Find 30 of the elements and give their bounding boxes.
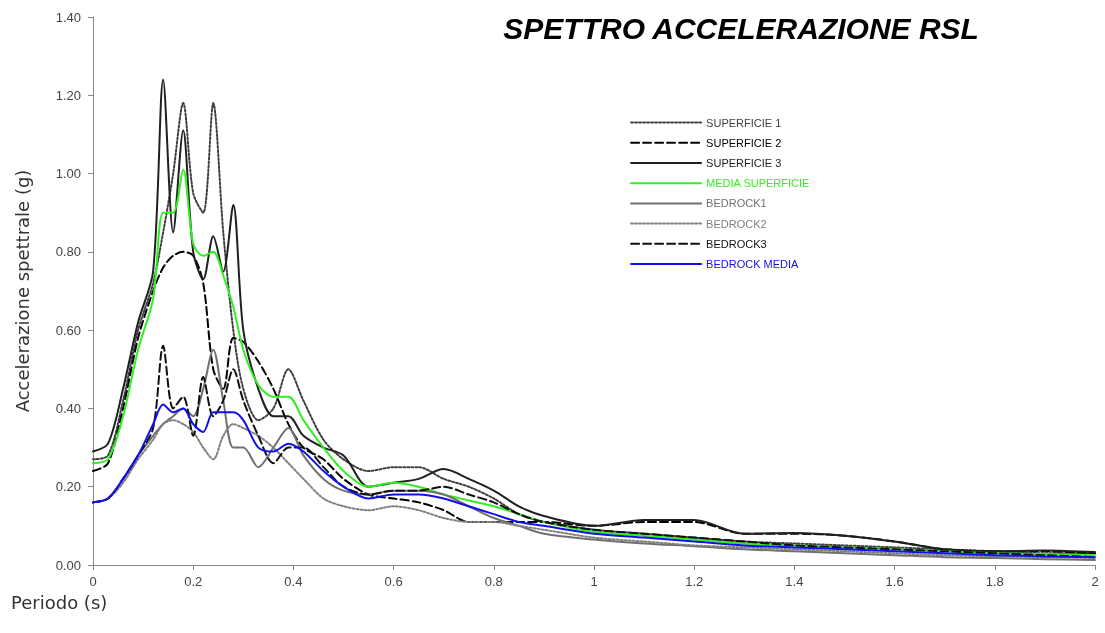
y-tick-label: 1.40: [55, 9, 81, 25]
x-tick-label: 0.6: [384, 574, 403, 589]
x-tick-label: 0.4: [284, 574, 303, 589]
x-tick-label: 0: [89, 574, 97, 589]
text: SUPERFICIE 1: [706, 116, 782, 129]
x-tick-label: 0.2: [184, 574, 203, 589]
text: MEDIA SUPERFICIE: [706, 177, 810, 190]
text: SUPERFICIE 2: [706, 136, 782, 149]
y-tick-label: 0.80: [55, 244, 81, 260]
y-tick-label: 0.00: [55, 557, 81, 573]
x-axis-title: Periodo (s): [11, 591, 108, 613]
y-tick-label: 0.40: [55, 400, 81, 416]
x-tick-label: 0.8: [484, 574, 503, 589]
y-tick-label: 1.20: [55, 87, 81, 103]
x-tick-label: 1: [590, 574, 598, 589]
text: SUPERFICIE 3: [706, 157, 782, 169]
x-tick-label: 1.6: [885, 574, 904, 589]
text: BEDROCK1: [706, 197, 767, 210]
y-tick-label: 0.60: [55, 322, 81, 338]
x-tick-label: 1.4: [785, 574, 804, 589]
y-tick-label: 1.00: [55, 166, 81, 182]
text: BEDROCK2: [706, 217, 767, 230]
y-tick-label: 0.20: [55, 479, 81, 495]
text: BEDROCK MEDIA: [706, 258, 800, 270]
x-tick-label: 1.8: [985, 574, 1004, 589]
x-tick-label: 1.2: [685, 574, 704, 589]
chart-title: SPETTRO ACCELERAZIONE RSL: [503, 11, 979, 45]
text: BEDROCK3: [706, 237, 767, 250]
y-axis-title: Accelerazione spettrale (g): [11, 169, 33, 413]
x-tick-label: 2: [1091, 574, 1099, 589]
